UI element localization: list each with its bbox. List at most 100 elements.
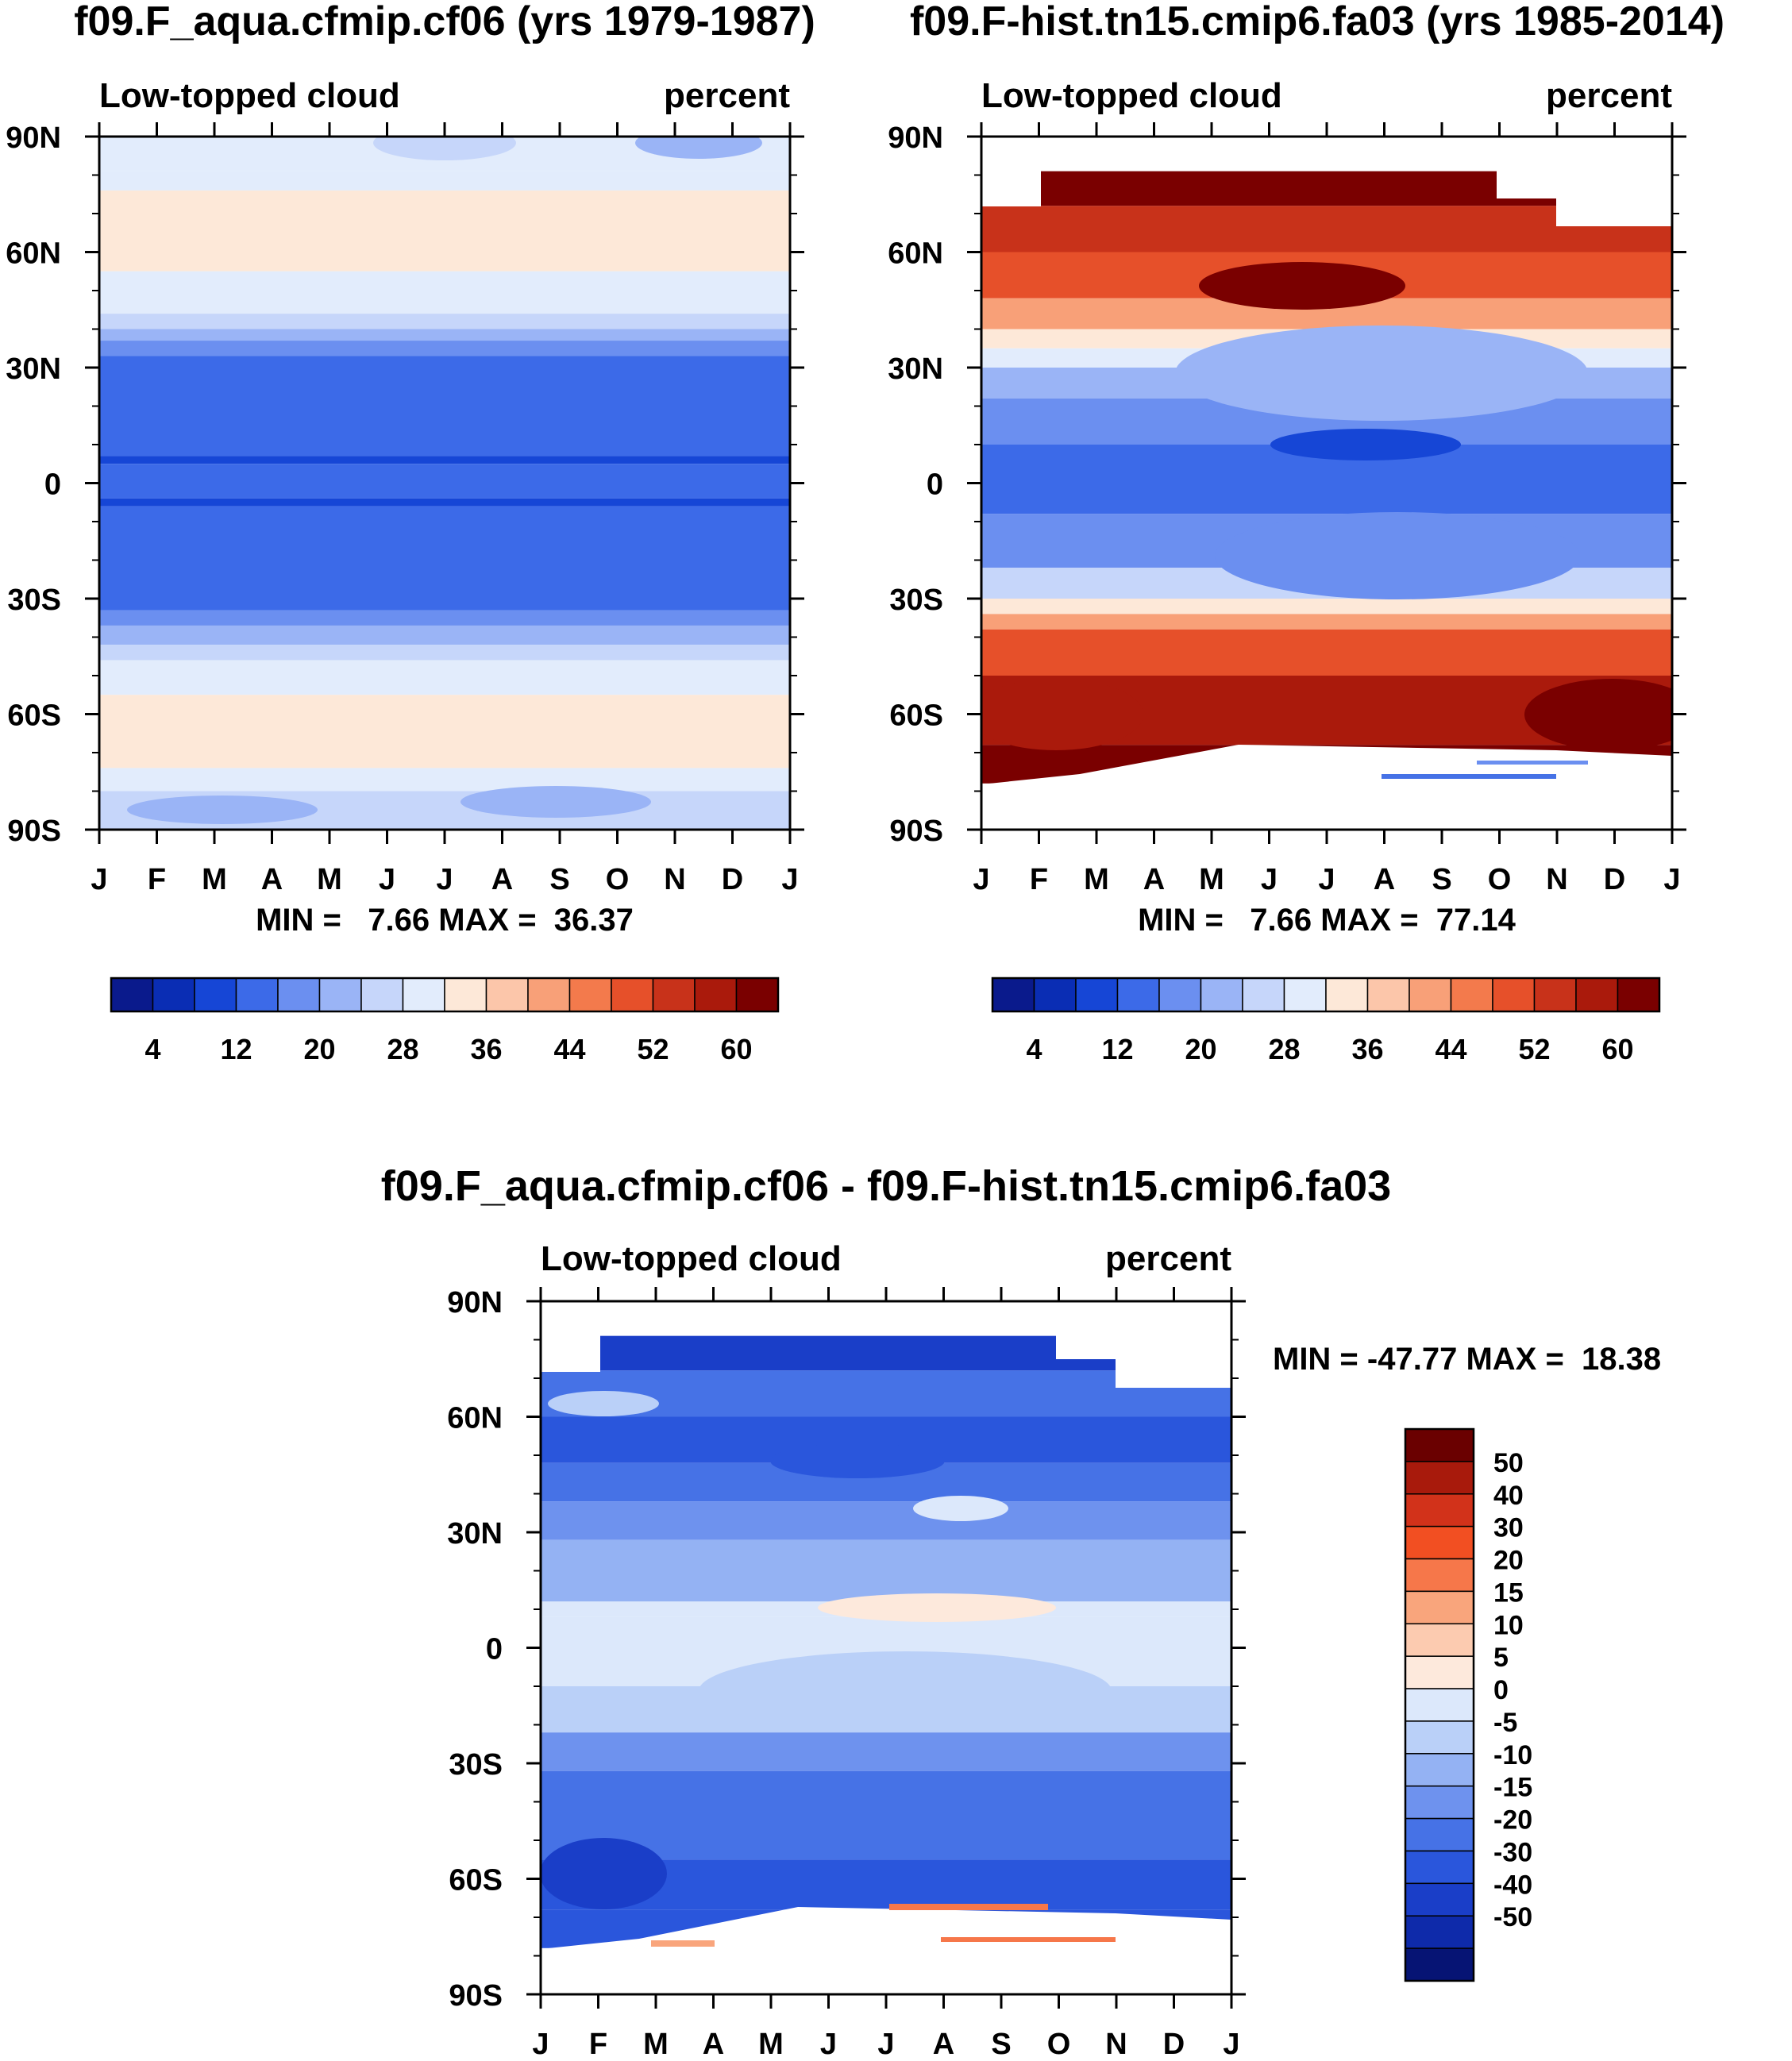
y-tick-label: 60S <box>7 699 61 733</box>
colorbar-box <box>1242 977 1285 1012</box>
colorbar-label: 36 <box>1351 1033 1383 1065</box>
x-tick-label: J <box>436 863 453 896</box>
panel-diff-patch <box>699 1651 1112 1731</box>
colorbar-label: 10 <box>1493 1610 1524 1640</box>
colorbar-label: 4 <box>1026 1033 1042 1065</box>
band-10 <box>541 1770 1231 1860</box>
band-2 <box>99 190 790 272</box>
panel-a: f09.F_aqua.cfmip.cf06 (yrs 1979-1987) Lo… <box>6 0 815 1065</box>
colorbar-label: 20 <box>303 1033 335 1065</box>
band-13 <box>981 629 1672 676</box>
colorbar-label: 20 <box>1493 1546 1524 1576</box>
colorbar-label: 44 <box>1435 1033 1466 1065</box>
band-6 <box>99 341 790 356</box>
colorbar-label: 28 <box>387 1033 418 1065</box>
colorbar-box <box>402 977 445 1012</box>
colorbar-label: -10 <box>1493 1740 1532 1770</box>
panel-diff-streak <box>651 1940 715 1947</box>
colorbar-label: -50 <box>1493 1902 1532 1932</box>
panel-b-notch <box>1556 191 1672 226</box>
x-tick-label: F <box>148 863 166 896</box>
panel-diff-patch <box>818 1593 1056 1622</box>
panel-diff-streak <box>941 1937 1116 1942</box>
colorbar-box <box>611 977 654 1012</box>
panel-b-y-axis: 90N 60N 30N 0 30S 60S 90S <box>888 121 1686 848</box>
x-tick-label: O <box>606 863 630 896</box>
panel-a-subtitle-right: percent <box>664 76 790 115</box>
colorbar-box <box>1405 1850 1474 1885</box>
y-tick-label: 0 <box>486 1633 503 1666</box>
colorbar-box <box>1158 977 1202 1012</box>
colorbar-box <box>1405 1655 1474 1689</box>
panel-b-colorbar: 4 12 20 28 36 44 52 60 <box>991 977 1661 1065</box>
colorbar-box <box>1405 1428 1474 1462</box>
x-tick-label: S <box>991 2028 1011 2061</box>
x-tick-label: D <box>722 863 743 896</box>
colorbar-label: 12 <box>1101 1033 1133 1065</box>
x-tick-label: J <box>1261 863 1278 896</box>
colorbar-box <box>1405 1947 1474 1982</box>
panel-diff-subtitle-right: percent <box>1105 1239 1231 1278</box>
colorbar-label: 44 <box>553 1033 585 1065</box>
colorbar-box <box>1533 977 1577 1012</box>
y-tick-label: 30N <box>447 1517 503 1551</box>
band-8 <box>99 456 790 464</box>
x-tick-label: S <box>549 863 569 896</box>
x-tick-label: J <box>532 2028 549 2061</box>
x-tick-label: A <box>261 863 283 896</box>
x-tick-label: M <box>317 863 342 896</box>
x-tick-label: A <box>1143 863 1165 896</box>
colorbar-box <box>652 977 696 1012</box>
x-tick-label: S <box>1432 863 1451 896</box>
panel-b-stats: MIN = 7.66 MAX = 77.14 <box>1138 903 1516 938</box>
panel-diff-subtitle-left: Low-topped cloud <box>541 1239 842 1278</box>
band-4 <box>541 1501 1231 1540</box>
x-tick-label: A <box>933 2028 954 2061</box>
colorbar-frame <box>991 977 1661 1013</box>
x-tick-label: N <box>1546 863 1567 896</box>
colorbar-label: 0 <box>1493 1675 1509 1705</box>
x-tick-label: J <box>1663 863 1680 896</box>
colorbar-box <box>1575 977 1619 1012</box>
x-tick-label: J <box>781 863 798 896</box>
y-tick-label: 60S <box>889 699 943 733</box>
colorbar-label: -5 <box>1493 1708 1517 1738</box>
panel-b-antarctic-mask <box>981 745 1672 830</box>
y-tick-label: 60S <box>449 1864 503 1897</box>
colorbar-label: 5 <box>1493 1643 1509 1673</box>
colorbar-box <box>1492 977 1536 1012</box>
x-tick-label: D <box>1163 2028 1185 2061</box>
panel-b-subtitle-right: percent <box>1546 76 1672 115</box>
colorbar-label: 36 <box>470 1033 502 1065</box>
x-tick-label: J <box>820 2028 837 2061</box>
x-tick-label: A <box>1374 863 1395 896</box>
panel-b-core <box>1524 679 1672 750</box>
panel-b-notch <box>981 171 1041 206</box>
colorbar-box <box>1116 977 1160 1012</box>
colorbar-box <box>1409 977 1452 1012</box>
colorbar-frame <box>1404 1427 1475 1982</box>
panel-b-arch <box>1215 512 1580 599</box>
colorbar-label: -30 <box>1493 1837 1532 1867</box>
colorbar-label: -15 <box>1493 1773 1532 1803</box>
colorbar-label: -20 <box>1493 1805 1532 1836</box>
x-tick-label: M <box>1199 863 1224 896</box>
x-tick-label: J <box>1223 2028 1239 2061</box>
panel-b-subtitle-left: Low-topped cloud <box>981 76 1282 115</box>
colorbar-label: 60 <box>720 1033 752 1065</box>
panel-b-streak <box>1382 774 1556 779</box>
x-tick-label: M <box>1084 863 1109 896</box>
band-13 <box>99 625 790 645</box>
panel-a-subtitle-left: Low-topped cloud <box>99 76 400 115</box>
panel-b-streak <box>1477 761 1588 765</box>
x-tick-label: J <box>91 863 107 896</box>
band-12 <box>981 614 1672 630</box>
panel-b-title: f09.F-hist.tn15.cmip6.fa03 (yrs 1985-201… <box>910 0 1725 44</box>
y-tick-label: 90S <box>7 815 61 848</box>
colorbar-label: 50 <box>1493 1448 1524 1478</box>
x-tick-label: M <box>758 2028 784 2061</box>
colorbar-box <box>1325 977 1369 1012</box>
colorbar-label: -40 <box>1493 1870 1532 1900</box>
